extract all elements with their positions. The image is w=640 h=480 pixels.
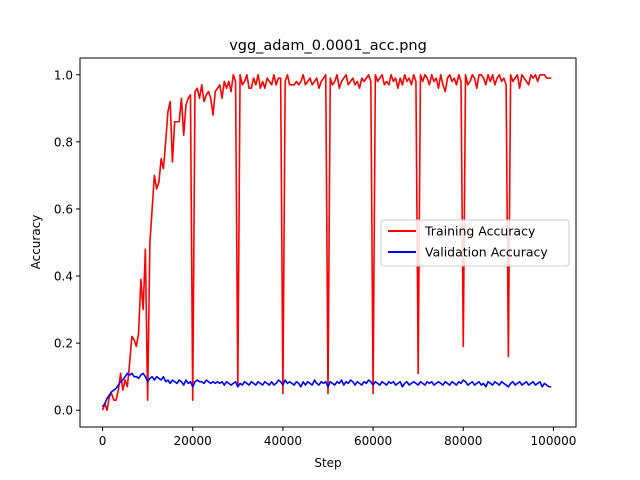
x-tick-label: 20000 (174, 434, 212, 448)
y-tick-label: 0.2 (54, 337, 73, 351)
plot-frame (79, 57, 577, 428)
series-layer (101, 73, 552, 412)
x-axis: 0 20000 40000 60000 80000 100000 (99, 427, 577, 448)
series-line-validation (101, 372, 552, 408)
chart-title: vgg_adam_0.0001_acc.png (229, 38, 427, 54)
x-tick-label: 0 (99, 434, 107, 448)
y-tick-label: 0.8 (54, 135, 73, 149)
y-tick-label: 0.0 (54, 404, 73, 418)
x-tick-label: 100000 (531, 434, 577, 448)
y-tick-label: 0.4 (54, 270, 73, 284)
legend: Training Accuracy Validation Accuracy (380, 219, 570, 267)
y-tick-label: 0.6 (54, 202, 73, 216)
x-tick-label: 80000 (444, 434, 482, 448)
x-tick-label: 60000 (354, 434, 392, 448)
legend-training-label: Training Accuracy (424, 224, 536, 239)
y-axis-title: Accuracy (29, 215, 43, 270)
y-axis: 0.0 0.2 0.4 0.6 0.8 1.0 (54, 68, 80, 418)
x-tick-label: 40000 (264, 434, 302, 448)
y-tick-label: 1.0 (54, 68, 73, 82)
series-line-training (101, 73, 552, 412)
legend-validation-label: Validation Accuracy (425, 245, 548, 260)
plot-area (101, 73, 552, 412)
x-axis-title: Step (314, 456, 341, 470)
legend-box (380, 219, 570, 267)
